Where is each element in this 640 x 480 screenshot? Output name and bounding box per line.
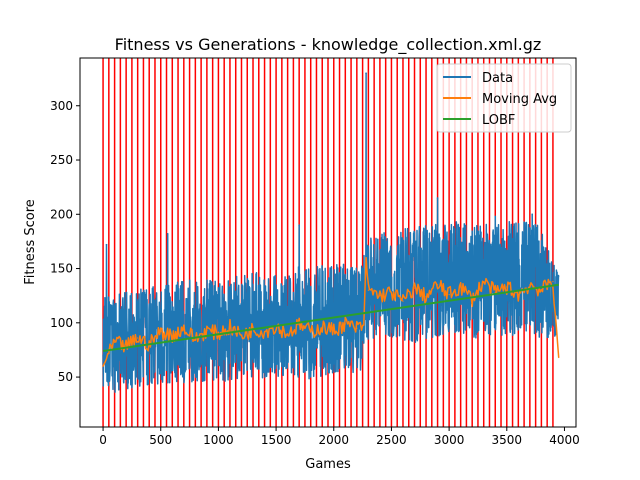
x-tick-label: 3500	[492, 433, 523, 447]
y-tick-label: 150	[50, 262, 73, 276]
legend-label: Moving Avg	[482, 92, 557, 107]
moving-avg-point	[494, 291, 496, 294]
data-spike-point	[365, 72, 367, 74]
x-tick-label: 3000	[434, 433, 465, 447]
moving-avg-point	[402, 300, 404, 302]
x-tick-label: 4000	[549, 433, 580, 447]
moving-avg-point	[552, 280, 554, 283]
y-tick-label: 50	[58, 370, 73, 384]
moving-avg-point	[321, 326, 323, 328]
lobf-line	[102, 283, 559, 352]
moving-avg-point	[298, 324, 300, 326]
plot-frame	[79, 57, 577, 428]
moving-avg-point	[471, 298, 473, 300]
data-spike-point	[166, 233, 169, 235]
x-tick-label: 500	[149, 433, 172, 447]
x-tick-label: 1000	[203, 433, 234, 447]
moving-avg-point	[363, 324, 365, 326]
moving-avg-point	[506, 286, 508, 288]
moving-avg-point	[160, 330, 162, 333]
moving-avg-point	[240, 335, 243, 337]
moving-avg-point	[448, 293, 450, 296]
x-tick-label: 0	[99, 433, 107, 447]
data-spike-point	[531, 213, 533, 216]
moving-avg-point	[229, 326, 231, 328]
moving-avg-point	[310, 330, 312, 333]
moving-avg-point	[436, 284, 439, 286]
x-axis: 0 500 1000 1500 2000 2500 3000 3500 4000	[99, 427, 580, 447]
legend-label: LOBF	[482, 113, 515, 128]
x-tick-label: 2000	[318, 433, 349, 447]
y-tick-label: 100	[50, 316, 73, 330]
moving-avg-point	[529, 284, 531, 286]
data-spike-point	[494, 215, 497, 218]
chart-title: Fitness vs Generations - knowledge_colle…	[115, 35, 542, 55]
moving-avg-point	[390, 291, 393, 294]
moving-avg-point	[344, 323, 346, 325]
moving-avg-point	[194, 338, 196, 340]
data-spike-point	[105, 243, 108, 246]
moving-avg-point	[558, 356, 560, 359]
moving-avg-point	[287, 333, 289, 335]
y-tick-label: 300	[50, 99, 73, 113]
moving-avg-point	[413, 287, 416, 289]
moving-avg-point	[102, 365, 104, 367]
moving-avg-point	[356, 327, 358, 329]
y-tick-label: 250	[50, 153, 73, 167]
moving-avg-point	[263, 330, 266, 333]
moving-avg-point	[171, 335, 173, 337]
moving-avg-point	[425, 296, 427, 298]
legend: Data Moving Avg LOBF	[436, 63, 572, 133]
moving-avg-point	[367, 289, 369, 291]
moving-avg-series	[102, 256, 560, 367]
x-axis-label: Games	[305, 457, 351, 472]
data-spike-point	[436, 197, 439, 199]
moving-avg-point	[114, 341, 116, 343]
y-tick-label: 200	[50, 207, 73, 221]
x-tick-label: 2500	[376, 433, 407, 447]
moving-avg-point	[365, 257, 367, 259]
y-axis-label: Fitness Score	[23, 199, 38, 285]
data-spike-point	[298, 224, 300, 226]
moving-avg-point	[206, 329, 208, 332]
moving-avg-point	[483, 280, 485, 283]
moving-avg-point	[540, 289, 542, 291]
moving-avg-point	[183, 327, 185, 329]
plot-area	[102, 58, 560, 427]
lobf-series	[102, 283, 559, 352]
moving-avg-point	[379, 295, 381, 297]
y-axis: 50 100 150 200 250 300	[50, 99, 80, 384]
moving-avg-point	[517, 293, 519, 296]
legend-box	[436, 63, 572, 133]
legend-label: Data	[482, 71, 513, 86]
moving-avg-point	[460, 286, 462, 288]
moving-avg-line	[102, 256, 560, 367]
x-tick-label: 1500	[261, 433, 292, 447]
moving-avg-point	[333, 329, 335, 332]
moving-avg-point	[137, 337, 139, 339]
